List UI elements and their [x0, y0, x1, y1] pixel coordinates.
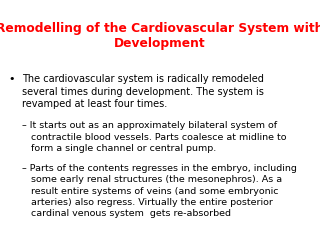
- Text: Remodelling of the Cardiovascular System with
Development: Remodelling of the Cardiovascular System…: [0, 22, 320, 50]
- Text: – Parts of the contents regresses in the embryo, including
   some early renal s: – Parts of the contents regresses in the…: [22, 164, 297, 218]
- Text: – It starts out as an approximately bilateral system of
   contractile blood ves: – It starts out as an approximately bila…: [22, 122, 286, 153]
- Text: •: •: [8, 74, 14, 84]
- Text: The cardiovascular system is radically remodeled
several times during developmen: The cardiovascular system is radically r…: [22, 74, 264, 109]
